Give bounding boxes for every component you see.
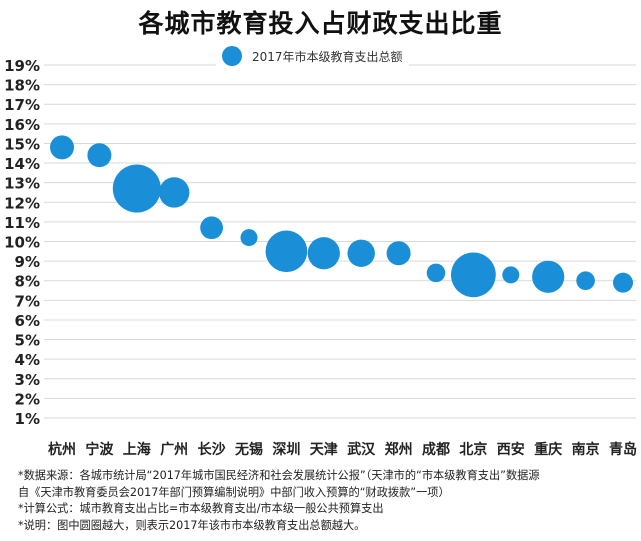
x-tick-label: 郑州	[385, 441, 413, 458]
footnote-formula: *计算公式：城市教育支出占比=市本级教育支出/市本级一般公共预算支出	[18, 502, 384, 515]
bubble-point	[347, 239, 375, 267]
y-axis-ticks: 1% 2%3% 4%5% 6% 7%8% 9%10% 11% 12%13% 14% 15%16% 1…	[4, 57, 40, 428]
y-tick-label: 3%	[15, 371, 40, 389]
bubble-point	[200, 216, 224, 240]
x-tick-label: 无锡	[234, 441, 263, 458]
y-tick-label: 1%	[15, 410, 40, 428]
x-tick-label: 宁波	[85, 441, 114, 458]
y-tick-label: 17%	[4, 96, 40, 114]
footnote-source-line-1: *数据来源：各城市统计局“2017年城市国民经济和社会发展统计公报”（天津市的“…	[18, 469, 540, 482]
x-tick-label: 西安	[497, 441, 525, 458]
legend-label: 2017年市本级教育支出总额	[252, 49, 403, 64]
bubble-point	[502, 266, 520, 284]
y-tick-label: 7%	[15, 292, 40, 310]
bubble-point	[112, 164, 161, 213]
y-tick-label: 5%	[15, 332, 40, 350]
grid-lines	[44, 64, 636, 419]
y-tick-label: 15%	[4, 135, 40, 153]
x-tick-label: 武汉	[347, 441, 376, 458]
legend-bubble-icon	[222, 46, 242, 66]
bubble-point	[307, 237, 340, 270]
x-tick-label: 成都	[422, 441, 450, 458]
x-tick-label: 深圳	[272, 441, 300, 458]
x-tick-label: 重庆	[534, 441, 562, 458]
bubble-point	[386, 241, 411, 266]
y-tick-label: 4%	[15, 351, 40, 369]
y-tick-label: 12%	[4, 194, 40, 212]
bubble-point	[576, 271, 595, 291]
chart-title: 各城市教育投入占财政支出比重	[138, 9, 503, 38]
y-tick-label: 8%	[15, 273, 40, 291]
x-tick-label: 南京	[572, 441, 600, 458]
x-tick-label: 天津	[310, 441, 338, 458]
x-tick-label: 青岛	[609, 441, 637, 458]
x-axis-ticks: 杭州 宁波 上海 广州 长沙 无锡 深圳 天津 武汉 郑州 成都 北京 西安 重庆 南京 青岛	[48, 441, 637, 458]
bubble-point	[265, 230, 308, 273]
bubble-point	[451, 252, 496, 298]
x-tick-label: 北京	[459, 441, 487, 458]
y-tick-label: 9%	[15, 253, 40, 271]
bubble-point	[87, 143, 112, 168]
y-tick-label: 6%	[15, 312, 40, 330]
y-tick-label: 14%	[4, 155, 40, 173]
y-tick-label: 2%	[15, 390, 40, 408]
bubble-point	[240, 229, 258, 247]
bubble-point	[426, 263, 446, 283]
y-tick-label: 13%	[4, 175, 40, 193]
footnote-explanation: *说明：图中圆圈越大，则表示2017年该市市本级教育支出总额越大。	[18, 518, 366, 532]
bubble-series	[50, 135, 633, 298]
x-tick-label: 杭州	[48, 441, 76, 458]
x-tick-label: 长沙	[198, 441, 226, 458]
bubble-point	[532, 260, 565, 293]
y-tick-label: 16%	[4, 116, 40, 134]
y-tick-label: 19%	[4, 57, 40, 75]
footnotes: *数据来源：各城市统计局“2017年城市国民经济和社会发展统计公报”（天津市的“…	[18, 468, 633, 534]
legend: 2017年市本级教育支出总额	[216, 43, 409, 69]
bubble-point	[613, 272, 633, 293]
x-tick-label: 上海	[123, 441, 151, 458]
bubble-point	[159, 177, 190, 208]
footnote-source-line-2: 自《天津市教育委员会2017年部门预算编制说明》中部门收入预算的“财政拨款”一项…	[18, 485, 450, 499]
x-tick-label: 广州	[160, 441, 188, 458]
y-tick-label: 18%	[4, 77, 40, 95]
y-tick-label: 11%	[4, 214, 40, 232]
bubble-point	[50, 135, 74, 160]
y-tick-label: 10%	[4, 234, 40, 252]
